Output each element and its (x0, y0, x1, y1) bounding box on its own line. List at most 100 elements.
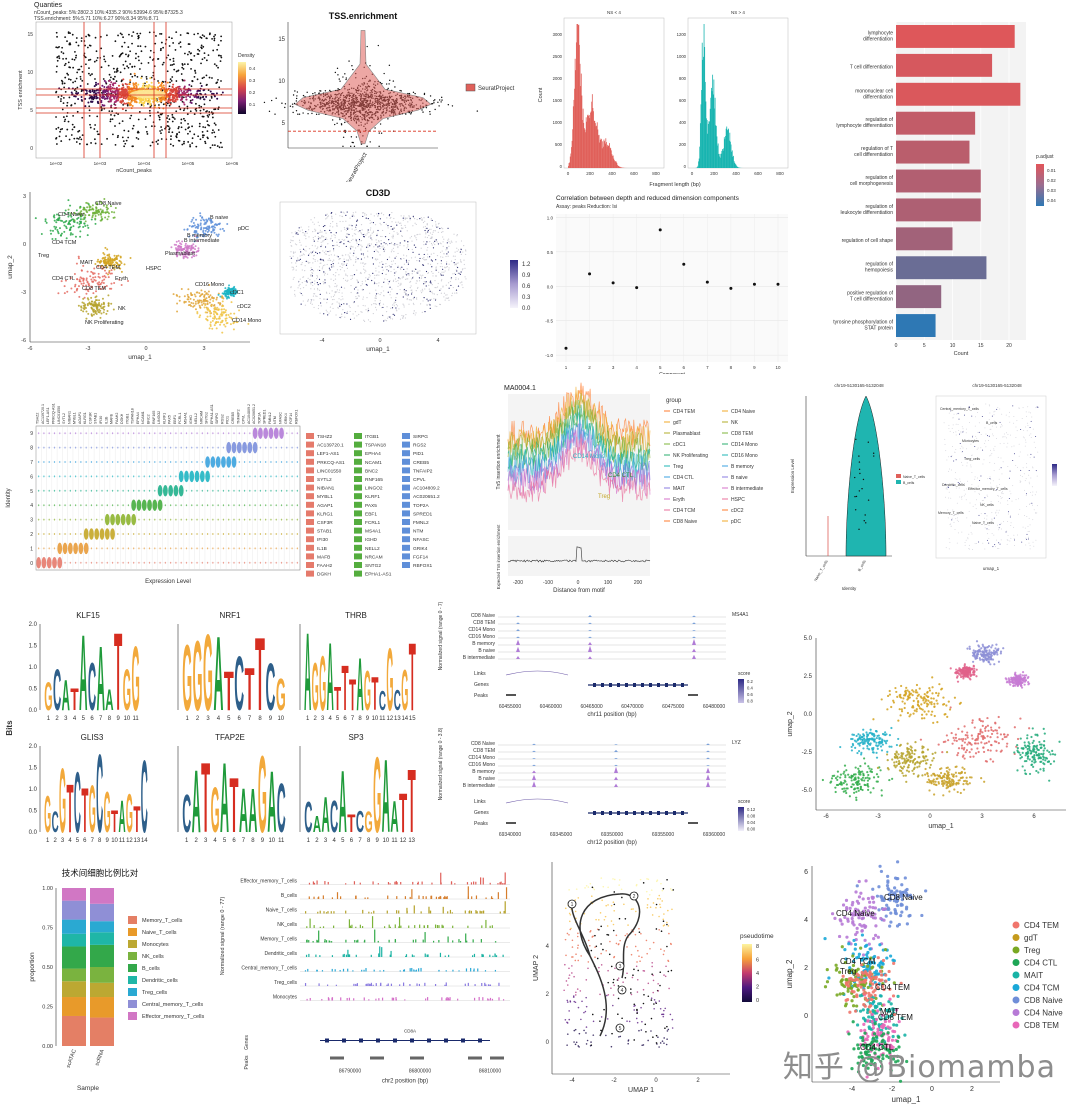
point (191, 125, 193, 128)
point (85, 292, 88, 295)
histogram-bar (590, 112, 591, 168)
point (439, 303, 442, 306)
point (311, 112, 313, 115)
point (102, 311, 105, 314)
point (187, 247, 190, 250)
point (114, 100, 117, 103)
point (431, 219, 433, 222)
tick-label: 1000 (677, 54, 687, 59)
point (104, 81, 107, 84)
point (129, 50, 132, 53)
point (223, 308, 226, 311)
point (90, 302, 93, 305)
point (186, 113, 189, 116)
point (224, 294, 227, 297)
point (177, 247, 180, 250)
point (319, 237, 321, 239)
point (331, 119, 334, 121)
point (120, 270, 123, 273)
point (186, 293, 189, 296)
point (355, 298, 357, 300)
point (401, 266, 403, 268)
histogram-bar (607, 144, 609, 168)
histogram-bar (708, 121, 710, 168)
point (326, 292, 328, 294)
tick-label: 0 (684, 164, 687, 169)
point (55, 31, 58, 34)
point (406, 247, 408, 249)
point (112, 78, 115, 80)
point (376, 233, 378, 235)
point (292, 266, 294, 268)
cluster-label: CD16 Mono (195, 282, 224, 288)
point (193, 293, 196, 296)
point (221, 227, 224, 230)
histogram-bar (605, 138, 607, 168)
point (205, 292, 208, 295)
point (57, 96, 60, 98)
point (432, 247, 435, 249)
histogram-bar (736, 166, 738, 168)
point (311, 272, 314, 275)
point (452, 255, 455, 257)
point (410, 257, 413, 259)
tick-label: 1200 (677, 32, 687, 37)
point (99, 261, 102, 264)
point (292, 106, 294, 108)
point (108, 259, 111, 262)
point (64, 220, 67, 223)
point (314, 92, 316, 94)
point (69, 204, 72, 207)
point (403, 263, 406, 265)
histogram-bar (599, 142, 601, 168)
point (322, 281, 324, 283)
point (284, 106, 286, 109)
point (132, 124, 135, 127)
point (168, 118, 171, 121)
point (149, 114, 152, 117)
point (114, 91, 117, 94)
point (96, 115, 99, 118)
point (169, 58, 172, 61)
point (92, 310, 95, 313)
point (391, 307, 394, 309)
point (365, 270, 367, 272)
point (295, 110, 298, 112)
point (137, 37, 140, 40)
point (336, 291, 338, 293)
density-core (130, 90, 166, 98)
bar (896, 227, 953, 251)
histogram-bar (570, 153, 572, 168)
point (211, 297, 214, 300)
point (291, 262, 293, 264)
point (343, 258, 345, 260)
point (193, 224, 196, 227)
point (88, 44, 91, 47)
point (422, 111, 424, 113)
point (67, 73, 70, 76)
point (125, 89, 128, 92)
point (84, 44, 86, 47)
point (82, 304, 85, 307)
point (209, 294, 212, 297)
category-label: SeuratProject (345, 152, 369, 182)
point (401, 314, 403, 317)
histogram-bar (612, 155, 614, 168)
point (211, 327, 214, 330)
tick-label: 15 (278, 37, 285, 43)
point (198, 299, 201, 302)
point (292, 255, 294, 257)
point (64, 76, 67, 79)
histogram-bar (577, 25, 579, 168)
point (73, 58, 76, 61)
histogram-bar (722, 150, 724, 168)
point (126, 104, 129, 107)
histogram-bar (703, 56, 704, 168)
point (395, 307, 397, 309)
point (156, 143, 159, 145)
point (64, 90, 67, 93)
point (221, 295, 224, 298)
point (101, 267, 104, 270)
point (395, 299, 397, 301)
point (415, 239, 418, 241)
